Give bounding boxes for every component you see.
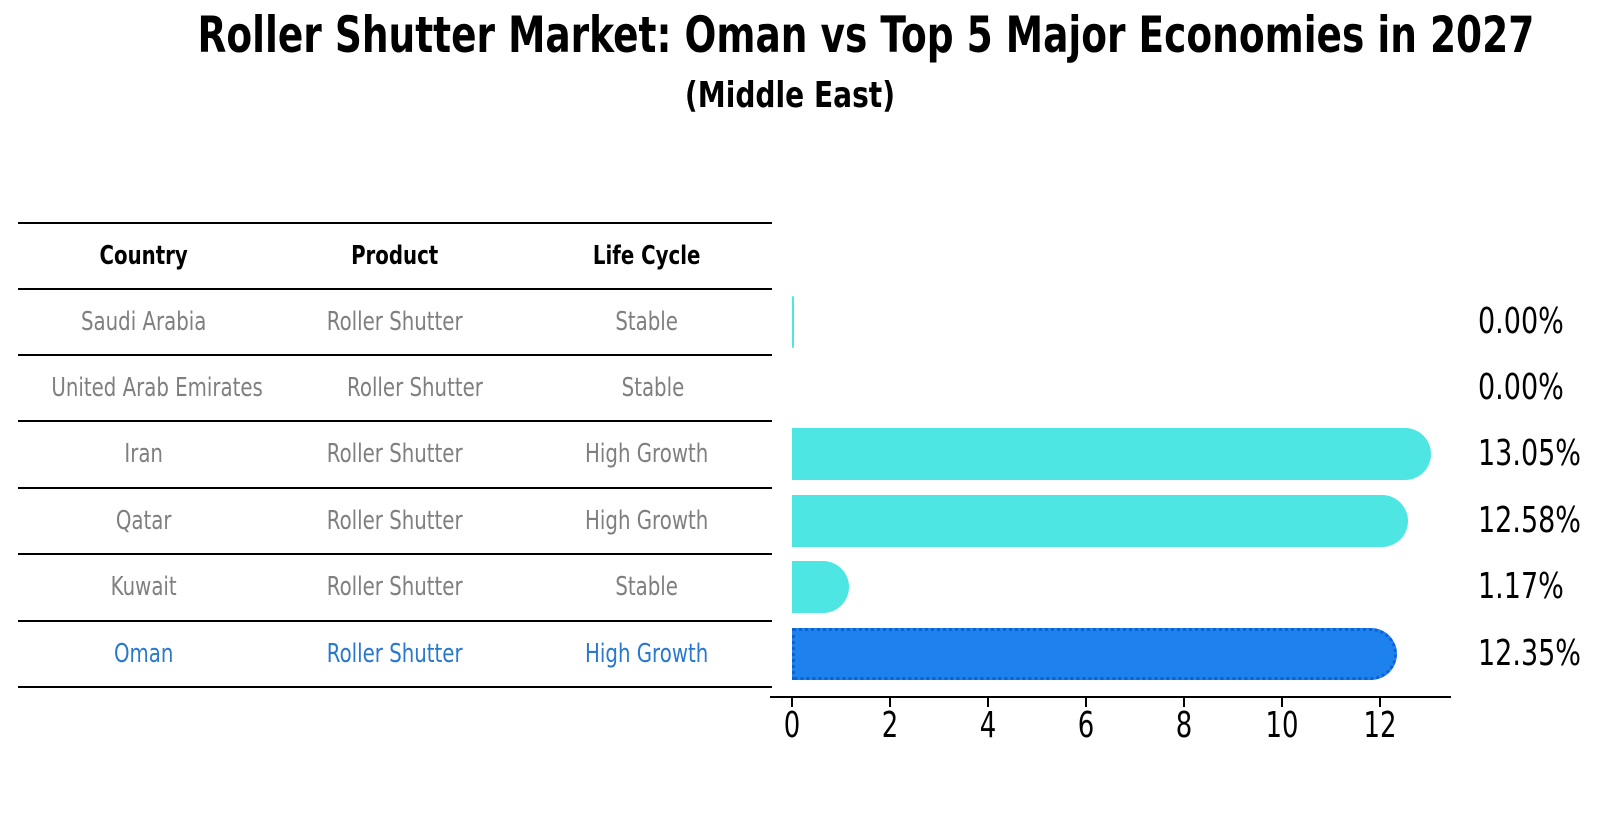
bar-qatar (792, 495, 1408, 547)
table-header-row: Country Product Life Cycle (18, 224, 772, 288)
table-row-qatar: Qatar Roller Shutter High Growth (18, 489, 772, 553)
x-axis-tick-label: 10 (1265, 705, 1299, 746)
chart-title: Roller Shutter Market: Oman vs Top 5 Maj… (197, 6, 1535, 64)
value-label-kuwait: 1.17% (1478, 566, 1564, 607)
table-row-divider (18, 620, 772, 622)
x-axis-tick (1085, 698, 1087, 707)
cell-country: United Arab Emirates (51, 373, 263, 403)
table-header-divider (18, 288, 772, 290)
x-axis-tick (1379, 698, 1381, 707)
cell-country: Qatar (115, 506, 172, 536)
x-axis-tick (1183, 698, 1185, 707)
cell-life-cycle: High Growth (584, 639, 708, 669)
chart-subtitle: (Middle East) (684, 75, 896, 116)
bar-saudi-arabia (792, 296, 794, 348)
x-axis-tick (791, 698, 793, 707)
cell-country: Saudi Arabia (80, 307, 207, 337)
x-axis-tick (987, 698, 989, 707)
x-axis-tick-label: 2 (881, 705, 899, 746)
cell-product: Roller Shutter (327, 506, 463, 536)
cell-life-cycle: High Growth (584, 506, 708, 536)
table-row-kuwait: Kuwait Roller Shutter Stable (18, 555, 772, 619)
value-label-united-arab-emirates: 0.00% (1478, 367, 1564, 408)
table-row-divider (18, 487, 772, 489)
cell-life-cycle: Stable (615, 572, 678, 602)
table-row-divider (18, 354, 772, 356)
cell-life-cycle: High Growth (584, 439, 708, 469)
table-row-iran: Iran Roller Shutter High Growth (18, 422, 772, 486)
table-border-top (18, 222, 772, 224)
cell-product: Roller Shutter (327, 307, 463, 337)
cell-life-cycle: Stable (615, 307, 678, 337)
value-label-saudi-arabia: 0.00% (1478, 301, 1564, 342)
column-header-product: Product (351, 241, 439, 271)
cell-country: Iran (124, 439, 163, 469)
table-row-saudi-arabia: Saudi Arabia Roller Shutter Stable (18, 290, 772, 354)
x-axis-line (770, 696, 1451, 698)
table-row-divider (18, 553, 772, 555)
value-label-oman: 12.35% (1478, 633, 1581, 674)
cell-product: Roller Shutter (327, 439, 463, 469)
x-axis-tick-label: 12 (1363, 705, 1397, 746)
cell-product: Roller Shutter (347, 373, 484, 403)
bar-iran (792, 428, 1431, 480)
x-axis-tick (889, 698, 891, 707)
column-header-country: Country (99, 241, 188, 271)
table-row-united-arab-emirates: United Arab Emirates Roller Shutter Stab… (18, 356, 772, 420)
table-row-oman-highlighted: Oman Roller Shutter High Growth (18, 622, 772, 686)
column-header-life-cycle: Life Cycle (592, 241, 701, 271)
x-axis-tick-label: 8 (1175, 705, 1193, 746)
bar-kuwait (792, 561, 849, 613)
x-axis-tick-label: 6 (1077, 705, 1095, 746)
cell-product: Roller Shutter (327, 572, 463, 602)
x-axis-tick-label: 4 (979, 705, 997, 746)
x-axis-tick-label: 0 (783, 705, 801, 746)
value-label-qatar: 12.58% (1478, 500, 1581, 541)
value-label-iran: 13.05% (1478, 433, 1581, 474)
cell-country: Kuwait (110, 572, 177, 602)
x-axis-tick (1281, 698, 1283, 707)
table-row-divider (18, 420, 772, 422)
cell-country: Oman (113, 639, 174, 669)
cell-life-cycle: Stable (621, 373, 685, 403)
bar-oman-highlighted (792, 628, 1397, 680)
table-border-bottom (18, 686, 772, 688)
cell-product: Roller Shutter (327, 639, 463, 669)
